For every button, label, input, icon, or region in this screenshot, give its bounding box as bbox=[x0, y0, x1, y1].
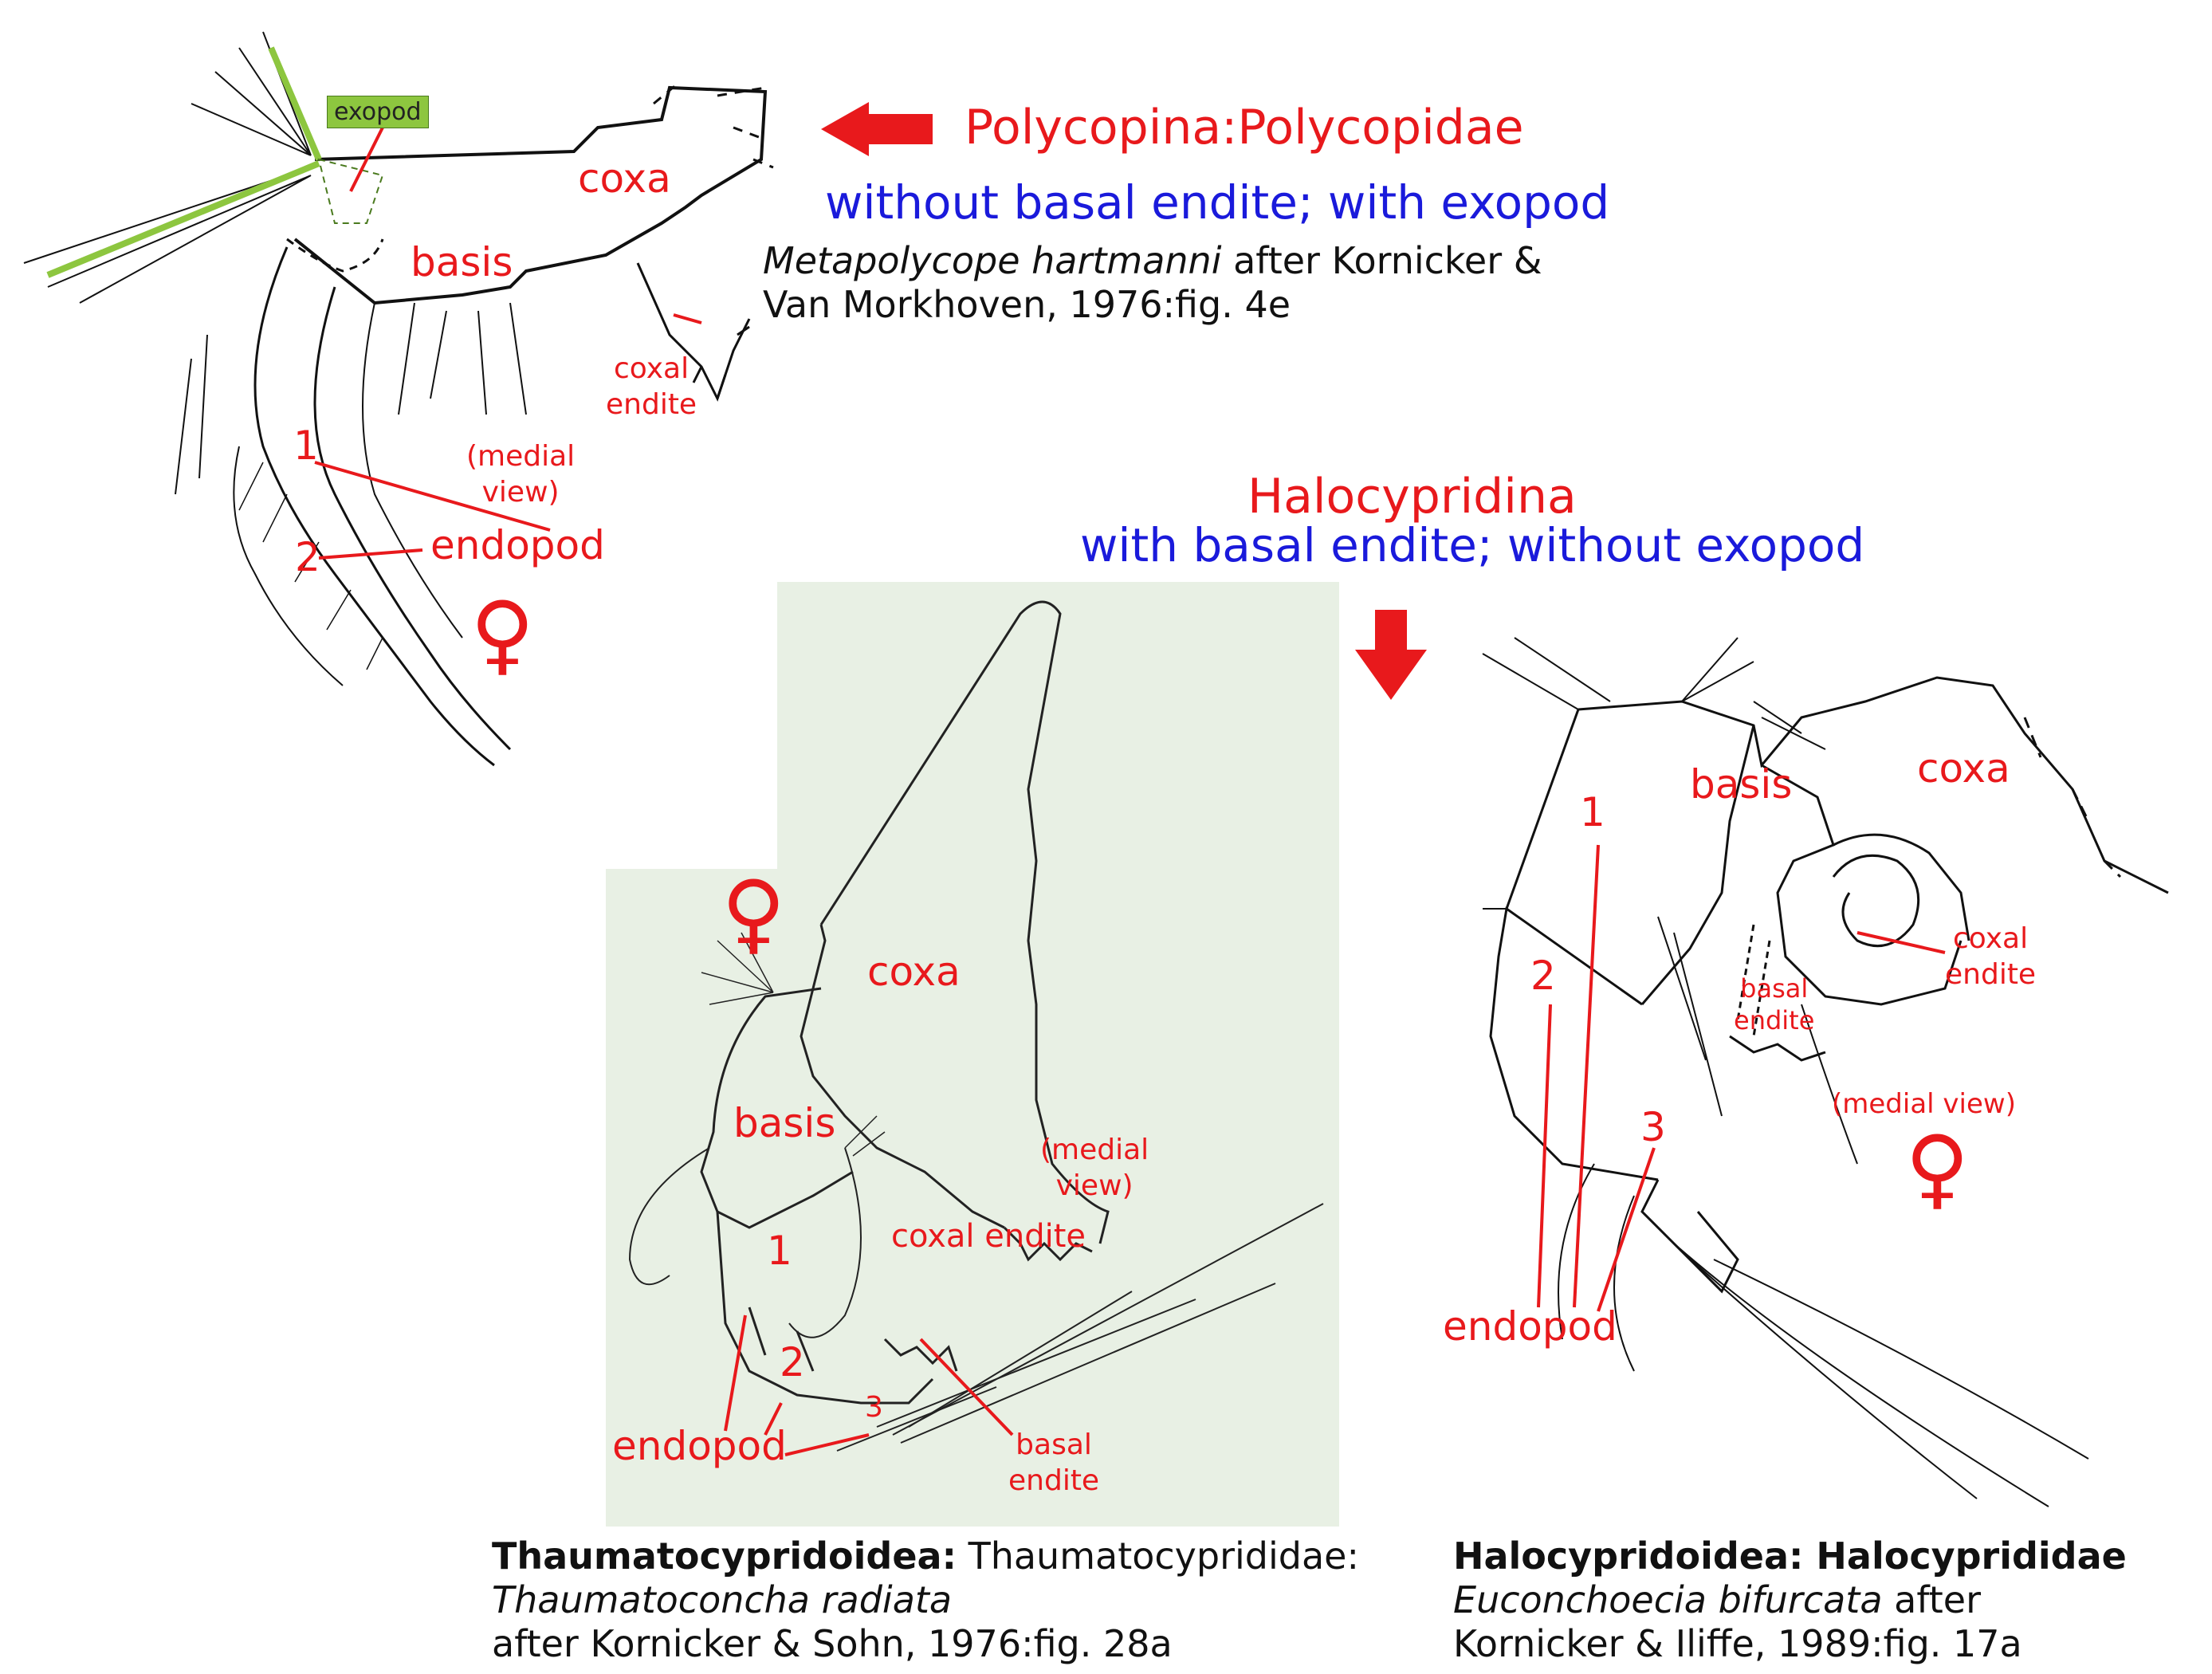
thaumato-caption: Thaumatocypridoidea: Thaumatocyprididae:… bbox=[492, 1534, 1359, 1667]
metapolycope-female-icon: ♀ bbox=[470, 583, 535, 685]
exopod-label: exopod bbox=[327, 96, 429, 128]
thaumato-species: Thaumatoconcha radiata bbox=[492, 1578, 953, 1622]
halo-coxal-endite-label: coxal endite bbox=[1945, 921, 2036, 992]
exopod-dashed-outline bbox=[317, 158, 384, 224]
euconchoecia-limb-drawing bbox=[1482, 637, 2169, 1507]
metapolycope-coxal-text: coxal bbox=[614, 352, 690, 385]
metapolycope-species: Metapolycope hartmanni bbox=[763, 239, 1222, 282]
metapolycope-endopod-label: endopod bbox=[430, 522, 605, 568]
metapolycope-view-text: view) bbox=[481, 476, 560, 509]
halo-endite-text: endite bbox=[1945, 958, 2037, 991]
thaumatoconcha-limb-drawing bbox=[628, 600, 1324, 1452]
exopod-drawing bbox=[46, 46, 322, 278]
metapolycope-coxal-endite-label: coxal endite bbox=[606, 351, 697, 422]
thaumato-endopod-1: 1 bbox=[767, 1228, 792, 1274]
halo-species: Euconchoecia bifurcata bbox=[1453, 1578, 1883, 1622]
thaumato-medial-text: (medial bbox=[1040, 1134, 1149, 1166]
thaumato-caption-rest: Thaumatocyprididae: bbox=[956, 1534, 1359, 1578]
metapolycope-basis-label: basis bbox=[411, 239, 513, 285]
halo-coxal-text: coxal bbox=[1953, 922, 2029, 955]
metapolycope-citation-1: after Kornicker & bbox=[1221, 239, 1542, 282]
metapolycope-citation-2: Van Morkhoven, 1976:fig. 4e bbox=[763, 283, 1291, 327]
halocypridina-subheading: with basal endite; without exopod bbox=[1080, 518, 1865, 572]
halo-caption-bold: Halocypridoidea: Halocyprididae bbox=[1453, 1534, 2127, 1578]
polycopina-subheading: without basal endite; with exopod bbox=[825, 175, 1610, 230]
halo-endopod-label: endopod bbox=[1443, 1303, 1617, 1350]
left-arrow-icon bbox=[821, 102, 933, 156]
halocypridina-heading: Halocypridina bbox=[1247, 469, 1577, 525]
thaumato-basal-endite-label: basal endite bbox=[1008, 1427, 1099, 1499]
halo-basis-label: basis bbox=[1690, 761, 1793, 808]
metapolycope-caption: Metapolycope hartmanni after Kornicker &… bbox=[763, 239, 1542, 327]
thaumato-panel bbox=[606, 582, 1339, 1527]
halo-medial-view-label: (medial view) bbox=[1832, 1088, 2016, 1120]
halo-endopod-3: 3 bbox=[1640, 1104, 1666, 1150]
thaumato-endite-text: endite bbox=[1008, 1464, 1100, 1497]
thaumato-basis-label: basis bbox=[733, 1100, 836, 1146]
metapolycope-limb-drawing bbox=[23, 31, 774, 767]
halo-leader-lines bbox=[1537, 844, 1946, 1312]
halo-endopod-2: 2 bbox=[1530, 953, 1556, 999]
halo-basal-endite-label: basal endite bbox=[1734, 973, 1814, 1036]
metapolycope-endite-text: endite bbox=[606, 388, 697, 421]
metapolycope-coxa-label: coxa bbox=[578, 155, 671, 202]
metapolycope-endopod-2: 2 bbox=[295, 534, 320, 580]
polycopina-heading: Polycopina:Polycopidae bbox=[965, 100, 1524, 155]
thaumato-female-icon: ♀ bbox=[721, 862, 786, 964]
metapolycope-leader-lines bbox=[314, 127, 702, 560]
thaumato-medial-view-label: (medial view) bbox=[1040, 1132, 1149, 1204]
halo-basal-endite-text: endite bbox=[1734, 1005, 1815, 1035]
halo-basal-text: basal bbox=[1740, 973, 1809, 1004]
thaumato-endopod-label: endopod bbox=[612, 1423, 787, 1469]
thaumato-endopod-3: 3 bbox=[865, 1391, 883, 1424]
metapolycope-endopod-1: 1 bbox=[293, 422, 319, 469]
thaumato-endopod-2: 2 bbox=[780, 1339, 805, 1385]
halo-citation-1: after bbox=[1882, 1578, 1981, 1622]
metapolycope-medial-text: (medial bbox=[466, 440, 576, 473]
halo-citation-2: Kornicker & Iliffe, 1989:fig. 17a bbox=[1453, 1622, 2022, 1666]
thaumato-caption-bold: Thaumatocypridoidea: bbox=[492, 1534, 957, 1578]
thaumato-coxal-endite-label: coxal endite bbox=[891, 1218, 1086, 1255]
halo-coxa-label: coxa bbox=[1917, 745, 2010, 792]
metapolycope-medial-view-label: (medial view) bbox=[466, 438, 575, 510]
down-arrow-icon bbox=[1355, 610, 1427, 700]
halo-endopod-1: 1 bbox=[1580, 789, 1605, 835]
halo-female-icon: ♀ bbox=[1905, 1117, 1970, 1219]
thaumato-citation: after Kornicker & Sohn, 1976:fig. 28a bbox=[492, 1622, 1173, 1666]
thaumato-view-text: view) bbox=[1055, 1169, 1134, 1202]
thaumato-basal-text: basal bbox=[1016, 1428, 1092, 1461]
halo-caption: Halocypridoidea: Halocyprididae Euconcho… bbox=[1453, 1534, 2127, 1667]
thaumato-leader-lines bbox=[724, 1314, 1014, 1456]
thaumato-coxa-label: coxa bbox=[867, 949, 961, 995]
